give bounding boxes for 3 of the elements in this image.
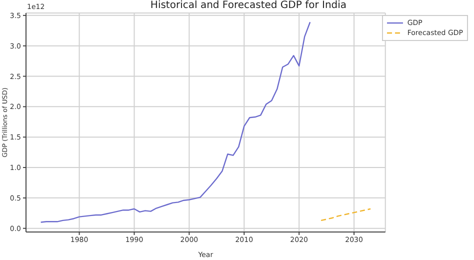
line-series	[40, 22, 311, 223]
line-series	[320, 208, 372, 222]
chart-title: Historical and Forecasted GDP for India	[150, 0, 347, 11]
